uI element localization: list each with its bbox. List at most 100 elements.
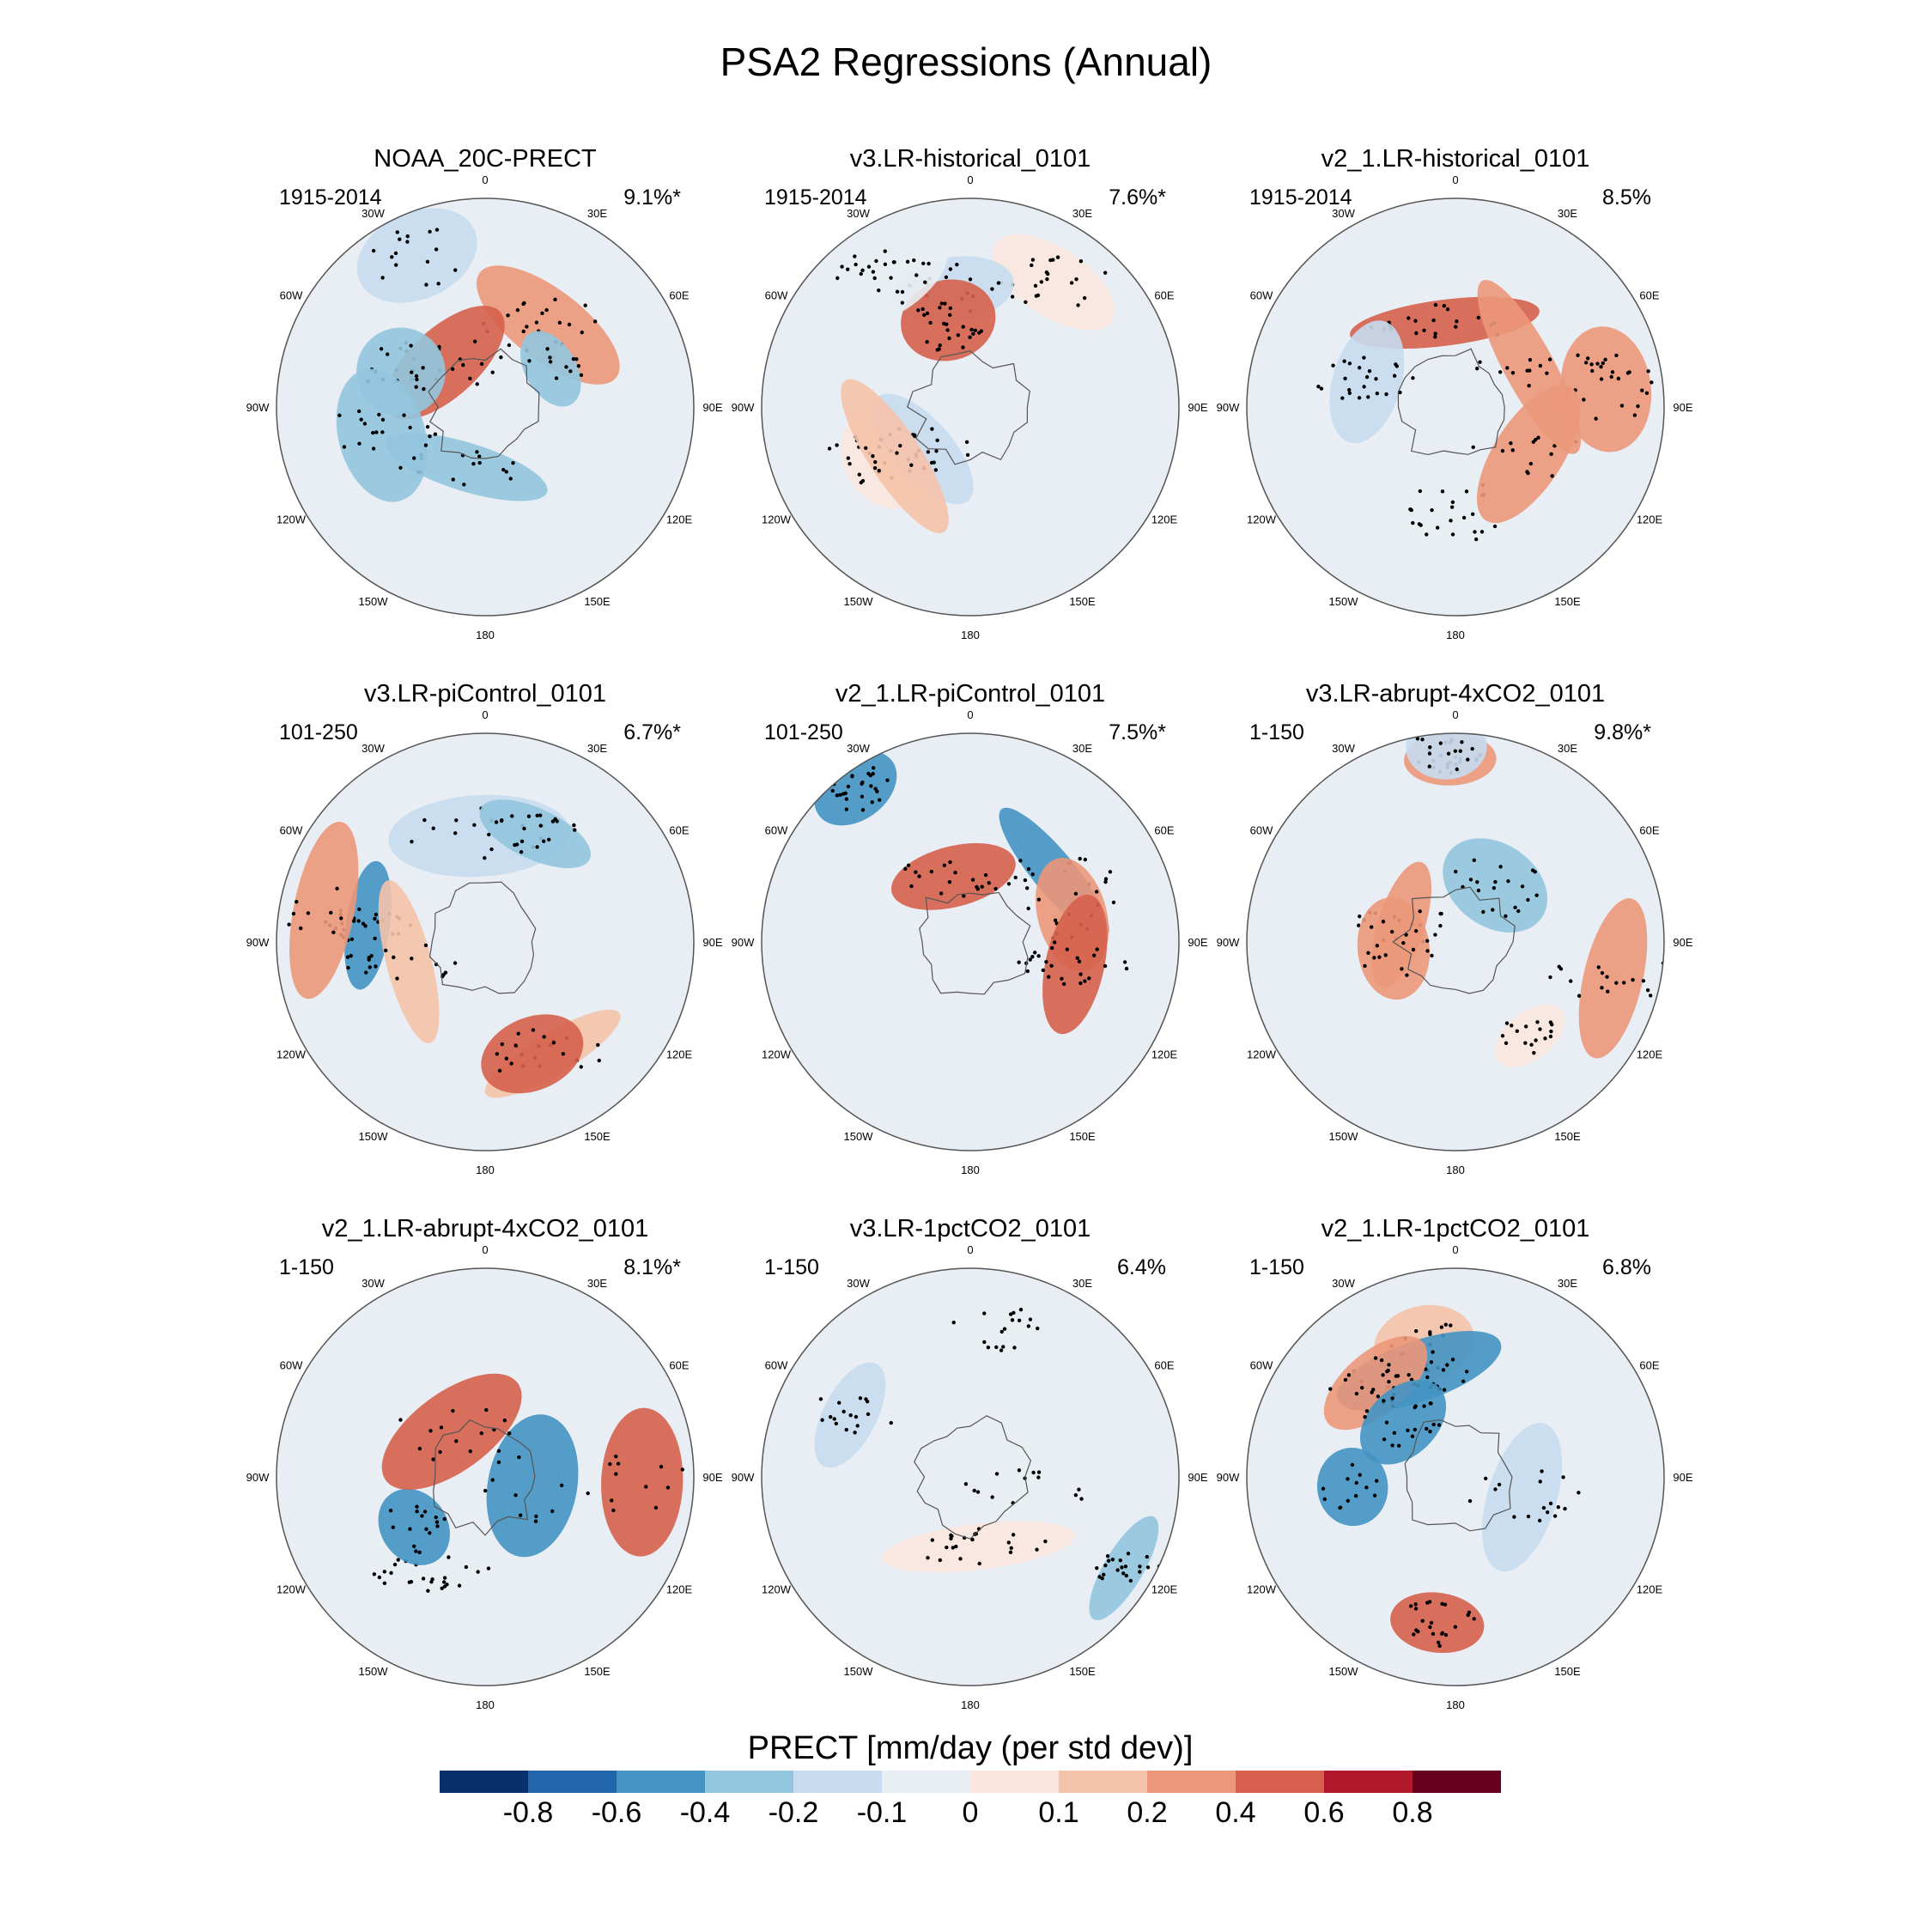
anomaly-region [1560,326,1652,453]
significance-dot [898,443,902,448]
significance-dot [1431,318,1436,323]
significance-dot [891,260,896,264]
longitude-label: 90E [1673,401,1692,414]
significance-dot [1596,965,1601,969]
significance-dot [1028,957,1032,962]
significance-dot [1322,1497,1327,1502]
significance-dot [386,352,390,356]
significance-dot [1437,1423,1442,1427]
significance-dot [339,916,343,920]
significance-dot [596,1042,600,1048]
significance-dot [1011,1533,1016,1537]
significance-dot [439,1425,444,1430]
precip-field [276,733,694,1151]
significance-dot [832,1417,836,1421]
significance-dot [408,425,412,430]
longitude-label: 60W [765,1359,788,1372]
significance-dot [1504,1021,1510,1025]
longitude-label: 150W [359,595,389,608]
longitude-label: 120W [762,1583,792,1596]
significance-dot [1601,361,1605,366]
significance-dot [1516,908,1521,914]
significance-dot [843,791,848,796]
significance-dot [1017,1318,1022,1323]
significance-dot [1363,963,1367,969]
significance-dot [574,356,579,361]
longitude-label: 90E [1188,936,1207,949]
precip-field [276,1268,694,1686]
significance-dot [1390,929,1394,934]
significance-dot [1431,1350,1435,1354]
significance-dot [1545,1510,1550,1515]
significance-dot [1036,954,1041,958]
significance-dot [939,891,944,896]
significance-dot [906,863,911,868]
significance-dot [1524,1024,1528,1029]
significance-dot [499,818,504,823]
longitude-label: 90E [1673,936,1692,949]
significance-dot [392,955,396,960]
significance-dot [299,926,303,931]
panel-variance: 6.4% [1117,1255,1166,1279]
significance-dot [1445,307,1450,312]
longitude-label: 30W [361,1277,385,1290]
significance-dot [1404,933,1408,937]
significance-dot [1382,1399,1386,1403]
significance-dot [968,335,972,340]
significance-dot [1540,1469,1544,1473]
significance-dot [996,281,1001,285]
significance-dot [1483,1476,1488,1480]
significance-dot [1475,880,1479,884]
map-panel: v2_1.LR-1pctCO2_0101 1-150 6.8% 0 30E 60E 90E 1… [1217,1215,1693,1711]
significance-dot [1390,1396,1394,1400]
panel-title: v3.LR-1pctCO2_0101 [850,1215,1091,1242]
significance-dot [869,784,873,788]
significance-dot [1366,951,1370,956]
significance-dot [1528,357,1533,362]
significance-dot [411,456,416,460]
significance-dot [1476,888,1481,893]
significance-dot [423,443,428,447]
significance-dot [1026,1324,1031,1328]
significance-dot [567,322,572,327]
significance-dot [489,847,494,852]
significance-dot [374,912,379,917]
significance-dot [1427,764,1431,769]
longitude-label: 60E [669,824,689,837]
significance-dot [889,1420,893,1425]
map-border [1246,732,1665,1151]
significance-dot [1411,376,1415,380]
longitude-label: 30W [361,742,385,755]
colorbar-swatch [1324,1771,1413,1793]
longitude-label: 180 [1446,629,1465,641]
significance-dot [1384,1420,1389,1425]
significance-dot [357,907,361,912]
significance-dot [844,807,849,811]
longitude-label: 60W [280,289,303,302]
significance-dot [1556,1504,1560,1510]
significance-dot [561,1052,566,1056]
significance-dot [533,1519,538,1523]
significance-dot [958,1557,963,1561]
significance-dot [920,307,925,312]
colorbar-tick-label: 0.6 [1303,1796,1344,1829]
significance-dot [287,922,291,927]
longitude-label: 180 [476,1698,495,1711]
longitude-label: 60W [765,289,788,302]
significance-dot [947,880,952,884]
significance-dot [1023,878,1028,883]
longitude-label: 0 [967,173,973,186]
significance-dot [1492,524,1498,529]
significance-dot [1520,884,1525,889]
significance-dot [1413,1607,1419,1611]
map-panel: v3.LR-1pctCO2_0101 1-150 6.4% 0 30E 60E 90E 120… [732,1215,1208,1711]
significance-dot [1468,878,1473,882]
longitude-label: 60W [280,824,303,837]
panel-variance: 7.5%* [1109,720,1166,744]
significance-dot [1026,906,1030,911]
significance-dot [1375,944,1379,948]
significance-dot [1640,388,1644,392]
significance-dot [1025,969,1030,974]
significance-dot [1409,507,1413,513]
